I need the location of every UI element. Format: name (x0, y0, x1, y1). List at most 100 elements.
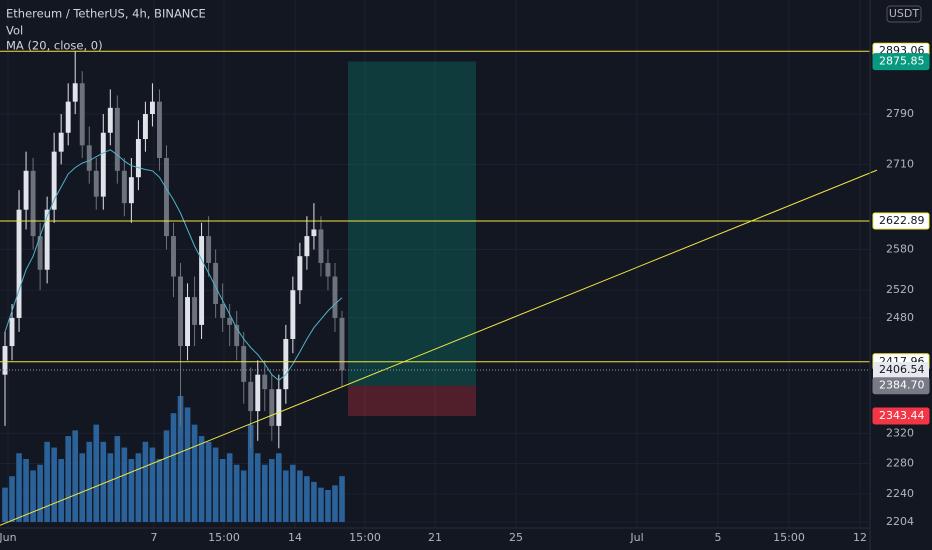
trend-line (0, 169, 878, 526)
candle-body (51, 151, 57, 210)
price-tag (872, 212, 930, 230)
candle-body (332, 276, 338, 318)
candle-body (23, 170, 29, 210)
volume-bar (65, 436, 71, 522)
x-tick-label: 14 (288, 531, 302, 544)
volume-bar (37, 464, 43, 522)
price-tag-label: 2384.70 (879, 379, 925, 392)
price-tag-label: 2622.89 (879, 214, 925, 227)
volume-bar (72, 430, 79, 522)
y-tick-label: 2790 (886, 107, 914, 120)
volume-bar (100, 441, 107, 522)
volume-bar (16, 453, 22, 522)
volume-bar (332, 485, 338, 522)
volume-bar (121, 447, 128, 522)
candle-body (269, 389, 275, 426)
x-tick-label: 15:00 (349, 531, 381, 544)
candle-body (16, 209, 22, 318)
volume-bar (2, 487, 8, 522)
currency[interactable]: USDT (889, 7, 920, 20)
candle-body (339, 317, 345, 371)
volume-bar (219, 459, 226, 522)
x-tick-label: 5 (715, 531, 722, 544)
volume-bar (86, 441, 93, 522)
volume-bar (135, 453, 142, 522)
x-tick-label: 25 (509, 531, 523, 544)
y-tick-label: 2710 (886, 157, 914, 170)
take-profit-zone (348, 61, 476, 386)
candle-body (220, 304, 226, 318)
y-tick-label: 2240 (886, 487, 914, 500)
x-tick-label: 15:00 (773, 531, 805, 544)
x-tick-label: 12 (853, 531, 867, 544)
volume-bar (191, 424, 198, 522)
volume-bar (128, 459, 135, 522)
candle-body (135, 139, 141, 178)
x-tick-label: 21 (428, 531, 442, 544)
candle-body (164, 158, 169, 237)
volume-bar (254, 453, 261, 522)
candle-body (114, 107, 120, 171)
candle-body (107, 107, 113, 133)
candle-body (262, 374, 268, 390)
volume-bar (240, 470, 247, 522)
y-tick-label: 2480 (886, 311, 914, 324)
volume-bar (149, 447, 156, 522)
volume-bar (318, 487, 324, 522)
x-tick-label: 7 (151, 531, 158, 544)
volume-bar (142, 441, 149, 522)
candle-body (241, 346, 247, 382)
volume-bar (93, 424, 100, 522)
candle-body (79, 83, 85, 146)
volume-bar (198, 436, 205, 522)
volume-bar (44, 441, 50, 522)
volume-bar (205, 441, 212, 522)
candle-body (86, 145, 92, 171)
candle-body (311, 229, 317, 237)
candle-body (149, 101, 155, 115)
candle-body (318, 229, 324, 263)
candle-body (121, 170, 127, 204)
volume-bar (107, 453, 114, 522)
candle-body (185, 297, 190, 347)
volume-bar (325, 489, 331, 522)
candle-body (2, 346, 8, 375)
volume-legend[interactable]: Vol (6, 24, 23, 38)
price-tag (872, 407, 930, 425)
volume-bar (114, 436, 121, 522)
y-tick-label: 2580 (886, 242, 914, 255)
ma-legend[interactable]: MA (20, close, 0) (6, 39, 103, 53)
volume-bar (51, 447, 57, 522)
symbol-title[interactable]: Ethereum / TetherUS, 4h, BINANCE (6, 7, 206, 21)
volume-bar (170, 413, 177, 522)
volume-bar (261, 464, 268, 522)
price-tag-label: 2343.44 (879, 409, 925, 422)
candle-body (290, 290, 296, 339)
currency-box[interactable] (886, 5, 922, 23)
price-tag (872, 377, 930, 395)
candle-body (304, 236, 310, 257)
candle-body (325, 262, 331, 277)
candle-body (93, 170, 99, 197)
stop-loss-zone (348, 385, 476, 416)
volume-bar (23, 459, 29, 522)
candle-body (100, 132, 106, 197)
candle-body (37, 236, 43, 270)
volume-bar (177, 396, 184, 522)
volume-bar (268, 459, 275, 522)
volume-bar (9, 476, 15, 522)
volume-bar (247, 424, 254, 522)
candle-body (234, 324, 240, 347)
volume-bar (233, 464, 240, 522)
y-tick-label: 2520 (886, 283, 914, 296)
candle-body (227, 317, 233, 325)
candle-body (44, 209, 50, 270)
volume-bar (339, 476, 345, 522)
candle-body (9, 317, 15, 347)
volume-bar (212, 447, 219, 522)
candle-body (142, 114, 148, 140)
volume-bar (30, 470, 36, 522)
volume-bar (156, 459, 163, 522)
